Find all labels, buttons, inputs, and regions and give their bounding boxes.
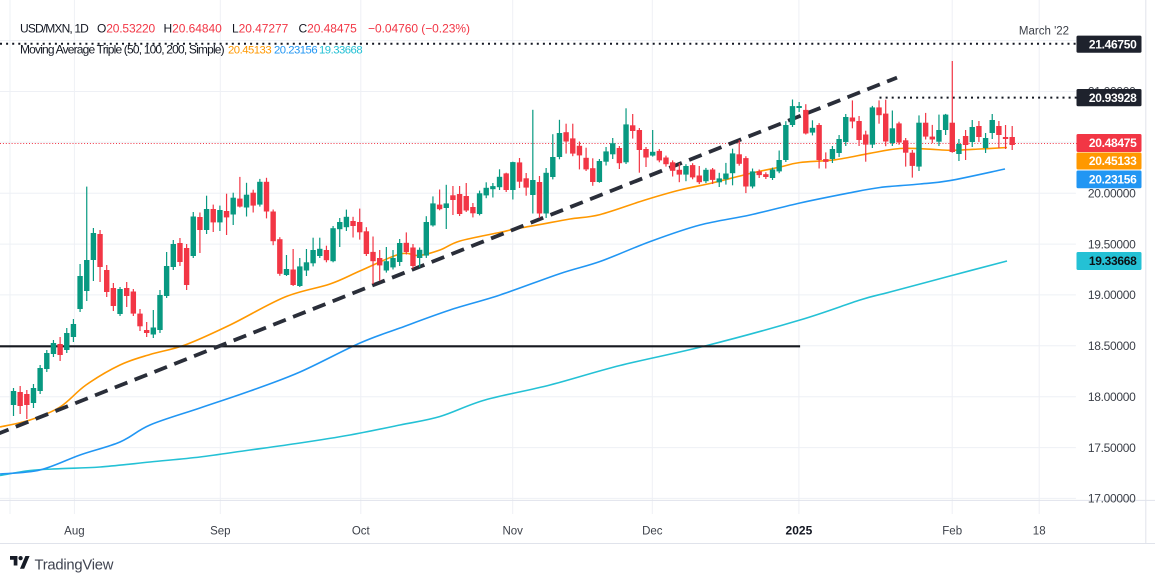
svg-text:17.00000: 17.00000 xyxy=(1088,492,1136,506)
svg-text:Oct: Oct xyxy=(352,526,371,538)
svg-text:Feb: Feb xyxy=(942,526,962,538)
svg-text:2025: 2025 xyxy=(786,524,813,538)
svg-text:20.00000: 20.00000 xyxy=(1088,186,1136,200)
svg-text:17.50000: 17.50000 xyxy=(1088,441,1136,455)
svg-text:20.23156: 20.23156 xyxy=(1089,173,1137,187)
svg-text:19.50000: 19.50000 xyxy=(1088,237,1136,251)
svg-text:20.48475: 20.48475 xyxy=(1089,136,1137,150)
svg-text:20.93928: 20.93928 xyxy=(1089,91,1137,105)
svg-text:Sep: Sep xyxy=(210,526,230,538)
svg-text:Moving Average Triple (50, 100: Moving Average Triple (50, 100, 200, Sim… xyxy=(20,43,362,57)
svg-text:21.46750: 21.46750 xyxy=(1089,37,1137,51)
svg-text:18.50000: 18.50000 xyxy=(1088,339,1136,353)
svg-text:19.33668: 19.33668 xyxy=(1089,254,1137,268)
svg-text:March '22: March '22 xyxy=(1019,26,1069,38)
svg-text:TradingView: TradingView xyxy=(35,558,114,574)
svg-text:Aug: Aug xyxy=(64,526,84,538)
svg-text:Dec: Dec xyxy=(642,526,663,538)
svg-text:20.45133: 20.45133 xyxy=(1089,154,1137,168)
svg-text:18: 18 xyxy=(1033,526,1046,538)
svg-text:19.00000: 19.00000 xyxy=(1088,288,1136,302)
svg-text:Nov: Nov xyxy=(502,526,523,538)
svg-text:18.00000: 18.00000 xyxy=(1088,390,1136,404)
